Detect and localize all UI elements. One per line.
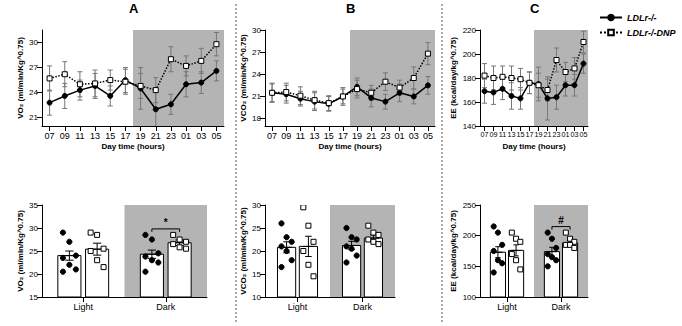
svg-text:19: 19	[136, 131, 146, 141]
svg-text:21: 21	[366, 131, 376, 141]
svg-text:17: 17	[120, 131, 130, 141]
svg-text:Day time (hours): Day time (hours)	[502, 142, 565, 151]
svg-text:07: 07	[267, 131, 277, 141]
svg-text:Light: Light	[288, 302, 308, 312]
svg-text:Dark: Dark	[156, 302, 176, 312]
svg-text:05: 05	[423, 131, 433, 141]
svg-text:Light: Light	[497, 302, 517, 312]
svg-text:30: 30	[29, 38, 38, 47]
svg-text:13: 13	[310, 131, 320, 141]
svg-text:03: 03	[409, 131, 419, 141]
svg-text:LDLr-/-: LDLr-/-	[627, 13, 657, 23]
svg-text:35: 35	[29, 201, 38, 210]
svg-text:200: 200	[463, 50, 477, 59]
svg-text:11: 11	[296, 131, 305, 141]
svg-text:VO₂ (ml/min/Kg^0.75): VO₂ (ml/min/Kg^0.75)	[16, 210, 25, 292]
svg-text:01: 01	[562, 130, 570, 139]
svg-text:30: 30	[252, 26, 261, 35]
svg-text:25: 25	[29, 247, 38, 256]
svg-text:13: 13	[508, 130, 516, 139]
svg-text:180: 180	[463, 74, 477, 83]
svg-text:Dark: Dark	[353, 302, 373, 312]
svg-text:140: 140	[463, 122, 477, 131]
svg-text:EE (kcal/day/kg^0.75): EE (kcal/day/kg^0.75)	[449, 37, 458, 119]
svg-text:13: 13	[90, 131, 100, 141]
svg-text:160: 160	[463, 98, 477, 107]
svg-text:03: 03	[571, 130, 579, 139]
svg-text:C: C	[530, 1, 540, 16]
svg-text:24: 24	[252, 70, 261, 79]
svg-text:15: 15	[517, 130, 525, 139]
svg-text:09: 09	[60, 131, 70, 141]
svg-text:03: 03	[196, 131, 206, 141]
svg-text:EE (kcal/day/kg^0.75): EE (kcal/day/kg^0.75)	[449, 210, 458, 292]
svg-text:VCO₂ (ml/min/Kg^0.75): VCO₂ (ml/min/Kg^0.75)	[239, 34, 248, 122]
svg-text:LDLr-/-DNP: LDLr-/-DNP	[627, 28, 676, 38]
svg-text:Day time (hours): Day time (hours)	[101, 142, 164, 151]
svg-text:220: 220	[463, 26, 477, 35]
svg-text:27: 27	[252, 48, 261, 57]
svg-text:19: 19	[352, 131, 362, 141]
svg-text:19: 19	[535, 130, 543, 139]
svg-text:100: 100	[463, 293, 477, 302]
svg-text:15: 15	[324, 131, 334, 141]
svg-text:21: 21	[544, 130, 552, 139]
svg-text:150: 150	[463, 262, 477, 271]
svg-text:11: 11	[75, 131, 84, 141]
svg-text:10: 10	[252, 293, 261, 302]
svg-text:07: 07	[45, 131, 55, 141]
svg-text:20: 20	[29, 270, 38, 279]
svg-text:30: 30	[29, 224, 38, 233]
svg-text:23: 23	[380, 131, 390, 141]
svg-text:B: B	[346, 1, 355, 16]
svg-text:20: 20	[252, 247, 261, 256]
svg-text:200: 200	[463, 231, 477, 240]
svg-text:09: 09	[281, 131, 291, 141]
svg-text:27: 27	[29, 63, 38, 72]
svg-text:18: 18	[252, 114, 261, 123]
svg-text:30: 30	[252, 201, 261, 210]
svg-text:17: 17	[338, 131, 348, 141]
svg-text:21: 21	[252, 92, 261, 101]
svg-text:11: 11	[499, 130, 506, 139]
svg-text:*: *	[164, 217, 168, 228]
svg-text:01: 01	[395, 131, 405, 141]
svg-text:15: 15	[252, 270, 261, 279]
svg-text:Dark: Dark	[551, 302, 571, 312]
svg-text:24: 24	[29, 88, 38, 97]
svg-text:23: 23	[553, 130, 561, 139]
svg-text:17: 17	[526, 130, 534, 139]
svg-text:VO₂ (ml/min/Kg^0.75): VO₂ (ml/min/Kg^0.75)	[16, 37, 25, 119]
svg-text:15: 15	[105, 131, 115, 141]
svg-text:21: 21	[29, 113, 38, 122]
svg-text:Light: Light	[73, 302, 93, 312]
svg-text:07: 07	[481, 130, 489, 139]
svg-text:21: 21	[151, 131, 161, 141]
svg-text:25: 25	[252, 224, 261, 233]
svg-text:23: 23	[166, 131, 176, 141]
svg-text:250: 250	[463, 201, 477, 210]
svg-text:05: 05	[211, 131, 221, 141]
svg-text:#: #	[558, 215, 564, 226]
svg-text:05: 05	[580, 130, 588, 139]
svg-text:15: 15	[29, 293, 38, 302]
svg-text:Day time (hours): Day time (hours)	[318, 142, 381, 151]
svg-text:VCO₂ (ml/min/Kg^0.75): VCO₂ (ml/min/Kg^0.75)	[239, 207, 248, 295]
svg-text:A: A	[129, 1, 139, 16]
svg-text:09: 09	[490, 130, 498, 139]
svg-text:01: 01	[181, 131, 191, 141]
